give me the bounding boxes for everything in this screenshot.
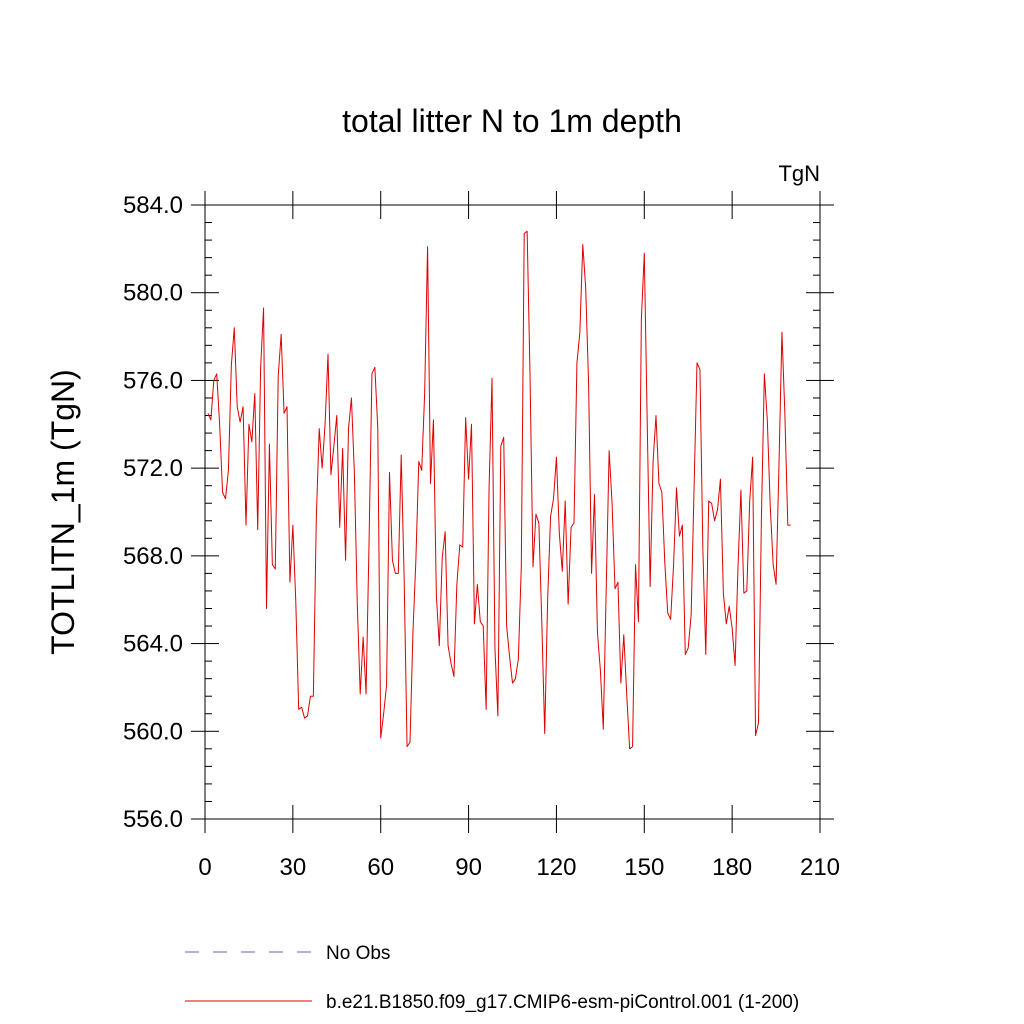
x-tick-label: 180 (712, 854, 752, 881)
x-tick-label: 210 (800, 854, 840, 881)
y-tick-label: 556.0 (123, 806, 183, 833)
y-tick-label: 584.0 (123, 192, 183, 219)
y-tick-label: 560.0 (123, 718, 183, 745)
y-tick-label: 572.0 (123, 455, 183, 482)
legend: No Obs b.e21.B1850.f09_g17.CMIP6-esm-piC… (185, 943, 799, 1013)
legend-label-no-obs: No Obs (326, 943, 390, 964)
x-tick-label: 0 (198, 854, 211, 881)
y-tick-label: 568.0 (123, 543, 183, 570)
legend-label-piControl: b.e21.B1850.f09_g17.CMIP6-esm-piControl.… (326, 992, 799, 1013)
y-tick-label: 580.0 (123, 280, 183, 307)
units-label: TgN (778, 161, 820, 186)
plot-frame (204, 204, 821, 820)
chart-title: total litter N to 1m depth (342, 103, 682, 139)
y-tick-label: 576.0 (123, 367, 183, 394)
x-tick-label: 120 (536, 854, 576, 881)
y-axis-label: TOTLITN_1m (TgN) (45, 369, 81, 655)
series-line-piControl (207, 230, 791, 750)
y-tick-label: 564.0 (123, 631, 183, 658)
x-tick-label: 30 (280, 854, 307, 881)
x-tick-label: 90 (455, 854, 482, 881)
y-axis-ticks: 556.0 560.0 564.0 568.0 572.0 576.0 580.0 584.0 (123, 192, 834, 833)
x-axis-ticks: 0 30 60 90 120 150 180 210 (198, 191, 840, 881)
x-tick-label: 150 (624, 854, 664, 881)
x-tick-label: 60 (367, 854, 394, 881)
